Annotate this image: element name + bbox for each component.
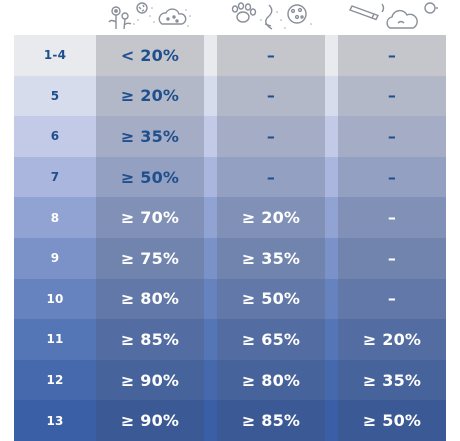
level-cell: 13 (46, 413, 64, 428)
level-cell: 11 (46, 332, 64, 347)
column-gap (325, 75, 338, 117)
allergen-cell: ≥ 65% (217, 319, 325, 360)
level-cell: 10 (46, 291, 64, 306)
pollen-cell: ≥ 90% (96, 400, 204, 441)
allergen-cell: ≥ 35% (217, 238, 325, 279)
table-row: 11 ≥ 85% ≥ 65% ≥ 20% (14, 319, 446, 360)
smoke-cell: ≥ 50% (338, 400, 446, 441)
column-gap (204, 156, 217, 198)
smoke-cell: ≥ 20% (338, 319, 446, 360)
paw-dust-icon (217, 0, 325, 33)
column-gap (204, 197, 217, 238)
allergen-cell: ≥ 20% (217, 197, 325, 238)
pollen-cell: < 20% (96, 35, 204, 76)
allergen-cell: – (217, 116, 325, 157)
table-row: 8 ≥ 70% ≥ 20% – (14, 197, 446, 238)
table-row: 10 ≥ 80% ≥ 50% – (14, 278, 446, 320)
level-cell: 6 (50, 129, 60, 144)
allergen-cell: – (217, 156, 325, 198)
column-gap (325, 156, 338, 198)
level-cell: 8 (50, 210, 60, 225)
smoke-cell: – (338, 75, 446, 117)
table-row: 12 ≥ 90% ≥ 80% ≥ 35% (14, 359, 446, 401)
smoke-cell: – (338, 278, 446, 320)
table-row: 5 ≥ 20% – – (14, 75, 446, 117)
allergen-cell: ≥ 80% (217, 359, 325, 401)
level-cell: 9 (50, 251, 60, 266)
smoke-cell: – (338, 116, 446, 157)
level-cell: 12 (46, 373, 64, 388)
table-row: 6 ≥ 35% – – (14, 116, 446, 157)
column-gap (204, 278, 217, 320)
column-gap (204, 359, 217, 401)
column-gap (325, 35, 338, 76)
column-gap (325, 238, 338, 279)
protection-table: 1-4 < 20% – –5 ≥ 20% – –6 ≥ 35% – –7 ≥ 50% – –8 ≥ 70%… (14, 0, 446, 441)
table-header (14, 0, 446, 35)
smoke-cell: – (338, 35, 446, 76)
table-row: 9 ≥ 75% ≥ 35% – (14, 238, 446, 279)
table-row: 1-4 < 20% – – (14, 35, 446, 76)
column-gap (325, 359, 338, 401)
pollen-cell: ≥ 85% (96, 319, 204, 360)
pollen-cell: ≥ 50% (96, 156, 204, 198)
table-row: 13 ≥ 90% ≥ 85% ≥ 50% (14, 400, 446, 441)
pollen-cell: ≥ 80% (96, 278, 204, 320)
column-gap (325, 400, 338, 441)
column-gap (325, 197, 338, 238)
table-row: 7 ≥ 50% – – (14, 156, 446, 198)
pollen-cell: ≥ 75% (96, 238, 204, 279)
smoke-cell: ≥ 35% (338, 359, 446, 401)
allergen-cell: ≥ 50% (217, 278, 325, 320)
column-gap (325, 278, 338, 320)
column-gap (204, 35, 217, 76)
pollen-cell: ≥ 90% (96, 359, 204, 401)
allergen-cell: – (217, 35, 325, 76)
column-gap (204, 238, 217, 279)
column-gap (204, 400, 217, 441)
column-gap (325, 116, 338, 157)
column-gap (325, 319, 338, 360)
pollen-cell: ≥ 70% (96, 197, 204, 238)
smoke-cell: – (338, 156, 446, 198)
level-cell: 5 (50, 88, 60, 103)
allergen-cell: – (217, 75, 325, 117)
smoke-cell: – (338, 238, 446, 279)
column-gap (204, 75, 217, 117)
flowers-pollen-icon (96, 0, 204, 33)
smoke-cloud-icon (338, 0, 446, 33)
allergen-cell: ≥ 85% (217, 400, 325, 441)
level-cell: 7 (50, 170, 60, 185)
level-cell: 1-4 (43, 48, 67, 63)
pollen-cell: ≥ 35% (96, 116, 204, 157)
column-gap (204, 116, 217, 157)
pollen-cell: ≥ 20% (96, 75, 204, 117)
column-gap (204, 319, 217, 360)
smoke-cell: – (338, 197, 446, 238)
